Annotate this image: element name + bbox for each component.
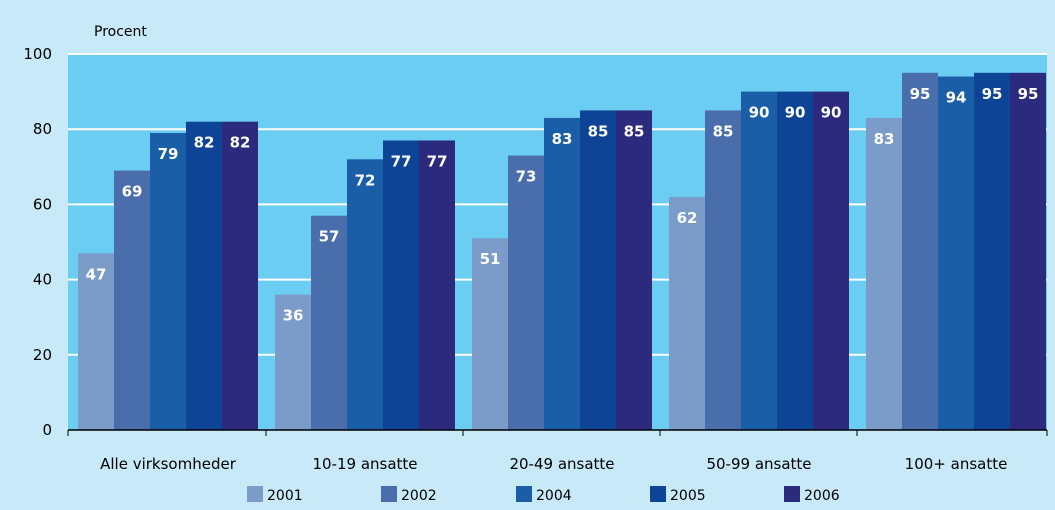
legend: 2001 2002 2004 2005 2006 — [247, 486, 840, 504]
bar-value-label: 83 — [552, 130, 573, 148]
y-tick-label: 80 — [33, 120, 52, 138]
legend-swatch — [516, 486, 532, 502]
y-tick-label: 100 — [23, 45, 52, 63]
bar-value-label: 85 — [713, 122, 734, 140]
bar-value-label: 62 — [677, 209, 698, 227]
bar-value-label: 51 — [480, 250, 501, 268]
bar — [777, 91, 813, 430]
bar — [705, 110, 741, 431]
bar-group: 47 69 79 82 82 — [78, 121, 258, 431]
bar — [419, 140, 455, 431]
bar — [580, 110, 616, 431]
bar — [616, 110, 652, 431]
y-tick-label: 20 — [33, 346, 52, 364]
legend-item: 2006 — [784, 486, 840, 504]
x-category-label: 10-19 ansatte — [312, 455, 417, 473]
bar — [222, 121, 258, 431]
bar — [938, 76, 974, 430]
bar-value-label: 72 — [355, 171, 376, 189]
bar — [669, 196, 705, 430]
bar — [974, 72, 1010, 431]
legend-item: 2005 — [650, 486, 706, 504]
bar-value-label: 69 — [122, 183, 143, 201]
bar-value-label: 85 — [624, 122, 645, 140]
bar-group: 83 95 94 95 95 — [866, 72, 1046, 431]
bar-value-label: 95 — [910, 85, 931, 103]
bar — [150, 132, 186, 430]
y-tick-label: 60 — [33, 195, 52, 213]
bar-value-label: 77 — [427, 152, 448, 170]
bar-value-label: 77 — [391, 152, 412, 170]
x-category-label: 20-49 ansatte — [509, 455, 614, 473]
x-axis-labels: Alle virksomheder 10-19 ansatte 20-49 ansa… — [67, 430, 1048, 473]
bar — [508, 155, 544, 430]
bar — [472, 238, 508, 430]
bar-value-label: 82 — [194, 134, 215, 152]
bar-value-label: 36 — [283, 307, 304, 325]
legend-item: 2002 — [381, 486, 437, 504]
legend-swatch — [784, 486, 800, 502]
bar-value-label: 90 — [821, 104, 842, 122]
bar — [1010, 72, 1046, 431]
legend-label: 2006 — [804, 488, 840, 504]
bar-group: 62 85 90 90 90 — [669, 91, 849, 431]
y-tick-label: 40 — [33, 271, 52, 289]
bar-value-label: 82 — [230, 134, 251, 152]
bar — [114, 170, 150, 430]
bar-value-label: 83 — [874, 130, 895, 148]
bar — [347, 159, 383, 430]
bar — [902, 72, 938, 431]
legend-label: 2005 — [670, 488, 706, 504]
bar-value-label: 90 — [749, 104, 770, 122]
bar — [544, 117, 580, 431]
legend-swatch — [650, 486, 666, 502]
bar-value-label: 95 — [1018, 85, 1039, 103]
y-axis-title: Procent — [94, 24, 147, 40]
bar — [186, 121, 222, 431]
x-category-label: 50-99 ansatte — [706, 455, 811, 473]
legend-swatch — [247, 486, 263, 502]
bars: 47 69 79 82 82 36 57 72 77 77 51 73 83 85 85 62 85 90 90 90… — [78, 72, 1046, 431]
legend-item: 2004 — [516, 486, 572, 504]
y-tick-label: 0 — [42, 421, 52, 439]
bar-value-label: 57 — [319, 228, 340, 246]
bar — [275, 294, 311, 430]
bar-value-label: 47 — [86, 265, 107, 283]
bar — [813, 91, 849, 430]
legend-label: 2001 — [267, 488, 303, 504]
legend-label: 2004 — [536, 488, 572, 504]
y-axis-ticks: 0 20 40 60 80 100 — [23, 45, 52, 439]
bar-value-label: 73 — [516, 168, 537, 186]
bar — [78, 253, 114, 430]
x-category-label: Alle virksomheder — [100, 455, 237, 473]
legend-swatch — [381, 486, 397, 502]
bar-value-label: 90 — [785, 104, 806, 122]
bar-value-label: 79 — [158, 145, 179, 163]
x-category-label: 100+ ansatte — [905, 455, 1008, 473]
bar — [866, 117, 902, 431]
bar-value-label: 95 — [982, 85, 1003, 103]
bar-value-label: 94 — [946, 89, 967, 107]
bar — [383, 140, 419, 431]
bar-group: 51 73 83 85 85 — [472, 110, 652, 431]
bar — [311, 215, 347, 430]
bar-group: 36 57 72 77 77 — [275, 140, 455, 431]
legend-label: 2002 — [401, 488, 437, 504]
bar — [741, 91, 777, 430]
bar-value-label: 85 — [588, 122, 609, 140]
legend-item: 2001 — [247, 486, 303, 504]
